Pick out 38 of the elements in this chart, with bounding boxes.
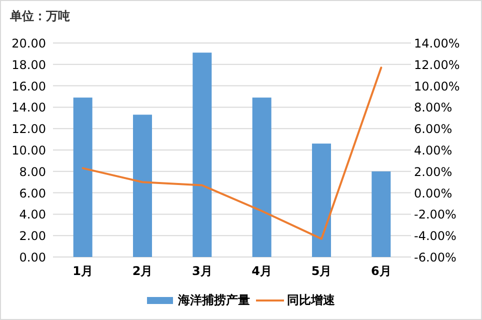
bar: [252, 98, 272, 257]
x-tick-label: 6月: [370, 264, 392, 278]
y-tick-label: 20.00: [12, 36, 46, 50]
bar: [133, 114, 152, 257]
y2-tick-label: 4.00%: [414, 144, 452, 158]
y2-tick-label: -4.00%: [414, 229, 456, 244]
y-tick-label: 8.00: [19, 164, 46, 179]
y-tick-label: 16.00: [12, 79, 46, 94]
y-tick-label: 2.00: [19, 229, 46, 244]
bar: [192, 52, 212, 257]
bar: [312, 144, 331, 257]
y2-tick-label: 10.00%: [414, 79, 460, 94]
legend-label: 同比增速: [287, 293, 336, 307]
x-tick-label: 2月: [132, 264, 153, 278]
x-tick-label: 4月: [252, 264, 272, 278]
y-tick-label: 0.00: [19, 250, 46, 264]
y2-tick-label: 12.00%: [414, 58, 460, 72]
y-tick-label: 18.00: [12, 58, 46, 72]
bar: [372, 171, 391, 257]
y2-tick-label: 8.00%: [414, 100, 452, 115]
line-series: [82, 66, 382, 240]
y2-tick-label: -6.00%: [414, 250, 456, 264]
y2-tick-label: 0.00%: [414, 186, 452, 200]
x-tick-label: 1月: [72, 264, 94, 278]
y-tick-label: 12.00: [12, 122, 46, 136]
x-tick-label: 3月: [192, 264, 212, 278]
y-tick-label: 14.00: [12, 100, 46, 115]
y2-tick-label: -2.00%: [414, 208, 456, 222]
y-tick-label: 10.00: [12, 144, 46, 158]
bar: [73, 98, 92, 257]
legend-label: 海洋捕捞产量: [177, 293, 250, 307]
y-tick-label: 4.00: [19, 208, 46, 222]
x-tick-label: 5月: [311, 264, 332, 278]
y-axis-title: 单位：万吨: [9, 9, 70, 23]
y2-tick-label: 14.00%: [414, 36, 460, 50]
y-tick-label: 6.00: [19, 186, 46, 200]
y2-tick-label: 6.00%: [414, 122, 452, 136]
y2-tick-label: 2.00%: [414, 164, 452, 179]
